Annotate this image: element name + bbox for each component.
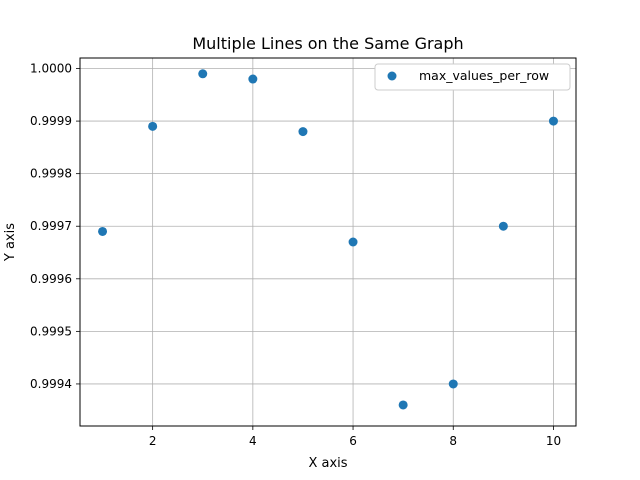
data-point bbox=[548, 116, 558, 126]
plot-frame bbox=[79, 57, 577, 427]
data-point bbox=[298, 127, 308, 137]
x-axis-label: X axis bbox=[308, 456, 347, 471]
y-tick-label: 0.9994 bbox=[30, 377, 72, 391]
data-point bbox=[248, 74, 258, 84]
data-point bbox=[398, 400, 408, 410]
data-point bbox=[448, 379, 458, 389]
y-tick-label: 1.0000 bbox=[30, 62, 72, 76]
data-point bbox=[98, 226, 108, 236]
y-tick-label: 0.9996 bbox=[30, 272, 72, 286]
x-tick-label: 8 bbox=[449, 434, 457, 448]
data-point bbox=[348, 237, 358, 247]
legend-box bbox=[374, 63, 571, 91]
data-point bbox=[198, 69, 208, 79]
y-tick-label: 0.9997 bbox=[30, 219, 72, 233]
grid-lines bbox=[80, 58, 576, 426]
y-tick-label: 0.9998 bbox=[30, 167, 72, 181]
legend-label: max_values_per_row bbox=[419, 68, 549, 83]
x-tick-label: 6 bbox=[349, 434, 357, 448]
data-points bbox=[98, 69, 558, 410]
y-tick-label: 0.9999 bbox=[30, 114, 72, 128]
y-tick-label: 0.9995 bbox=[30, 324, 72, 338]
chart-title: Multiple Lines on the Same Graph bbox=[192, 34, 463, 53]
legend: max_values_per_row bbox=[374, 63, 571, 91]
x-tick-label: 4 bbox=[249, 434, 257, 448]
legend-marker bbox=[387, 71, 397, 81]
x-axis-ticks: 2 4 6 8 10 bbox=[149, 426, 561, 448]
y-axis-label: Y axis bbox=[3, 223, 18, 262]
data-point bbox=[498, 221, 508, 231]
x-tick-label: 10 bbox=[546, 434, 561, 448]
y-axis-ticks: 0.9994 0.9995 0.9996 0.9997 0.9998 0.9999 1.00… bbox=[30, 62, 80, 391]
x-tick-label: 2 bbox=[149, 434, 157, 448]
data-point bbox=[148, 121, 158, 131]
